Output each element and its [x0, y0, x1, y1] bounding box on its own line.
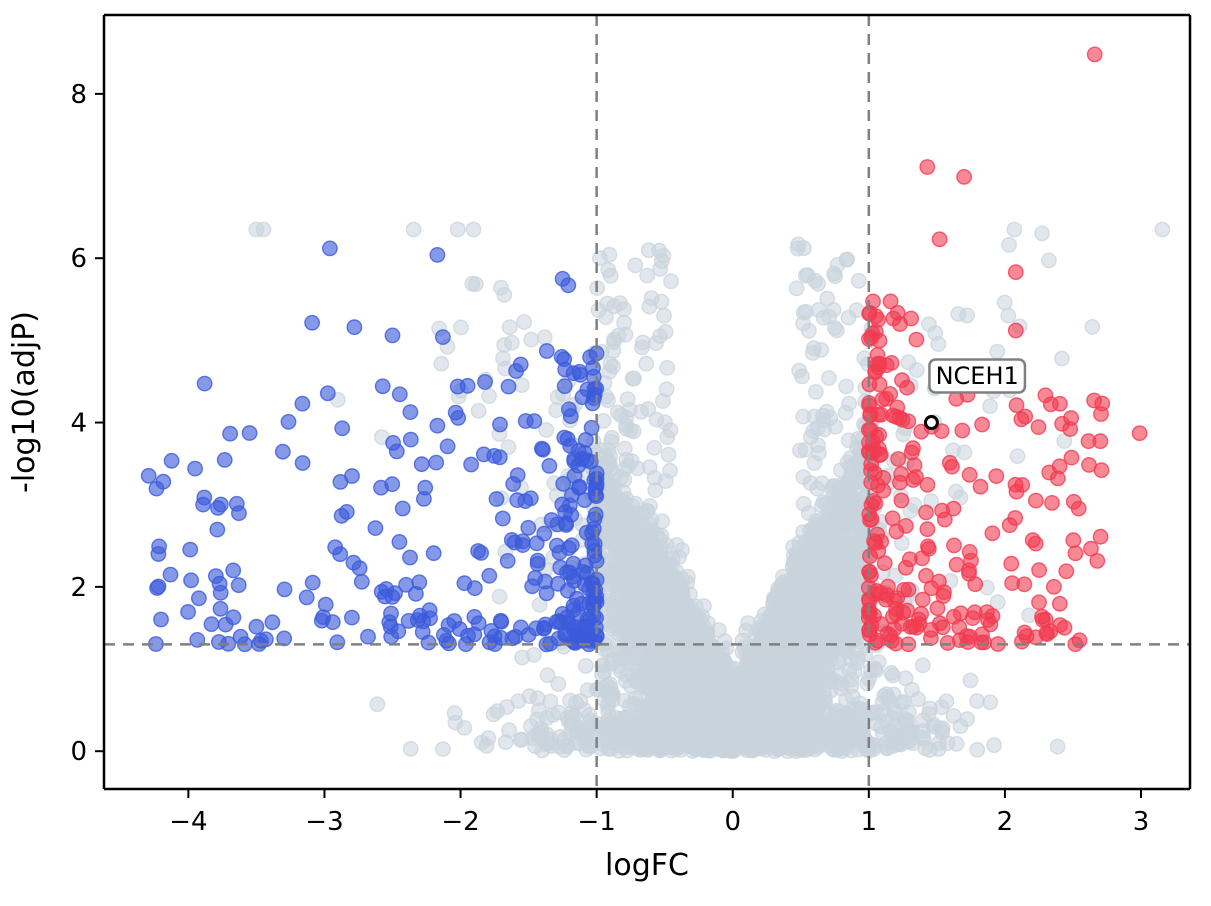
annotation-label: NCEH1 — [936, 362, 1019, 390]
x-tick-label: 2 — [997, 807, 1014, 837]
x-tick-label: 1 — [861, 807, 878, 837]
y-tick-label: 2 — [70, 573, 87, 603]
x-tick-label: −1 — [577, 807, 615, 837]
x-tick-label: −4 — [169, 807, 207, 837]
gene-annotation[interactable]: NCEH1 — [923, 358, 1027, 431]
y-tick-label: 0 — [70, 737, 87, 767]
x-tick-label: 0 — [724, 807, 741, 837]
y-axis-ticks: 0 2 4 6 8 — [70, 80, 104, 767]
axes-frame — [102, 13, 1192, 791]
scatter-layer-not-significant — [248, 221, 1171, 760]
x-axis-title: logFC — [605, 848, 689, 883]
x-axis-ticks: −4 −3 −2 −1 0 1 2 3 — [169, 789, 1149, 837]
annotation-marker-icon — [923, 415, 939, 431]
y-tick-label: 4 — [70, 409, 87, 439]
y-axis-title: -log10(adjP) — [7, 311, 42, 493]
x-tick-label: −2 — [441, 807, 479, 837]
x-tick-label: −3 — [305, 807, 343, 837]
x-tick-label: 3 — [1133, 807, 1150, 837]
annotation-box[interactable] — [928, 358, 1027, 394]
threshold-lines — [104, 15, 1190, 789]
y-tick-label: 8 — [70, 80, 87, 110]
y-tick-label: 6 — [70, 244, 87, 274]
